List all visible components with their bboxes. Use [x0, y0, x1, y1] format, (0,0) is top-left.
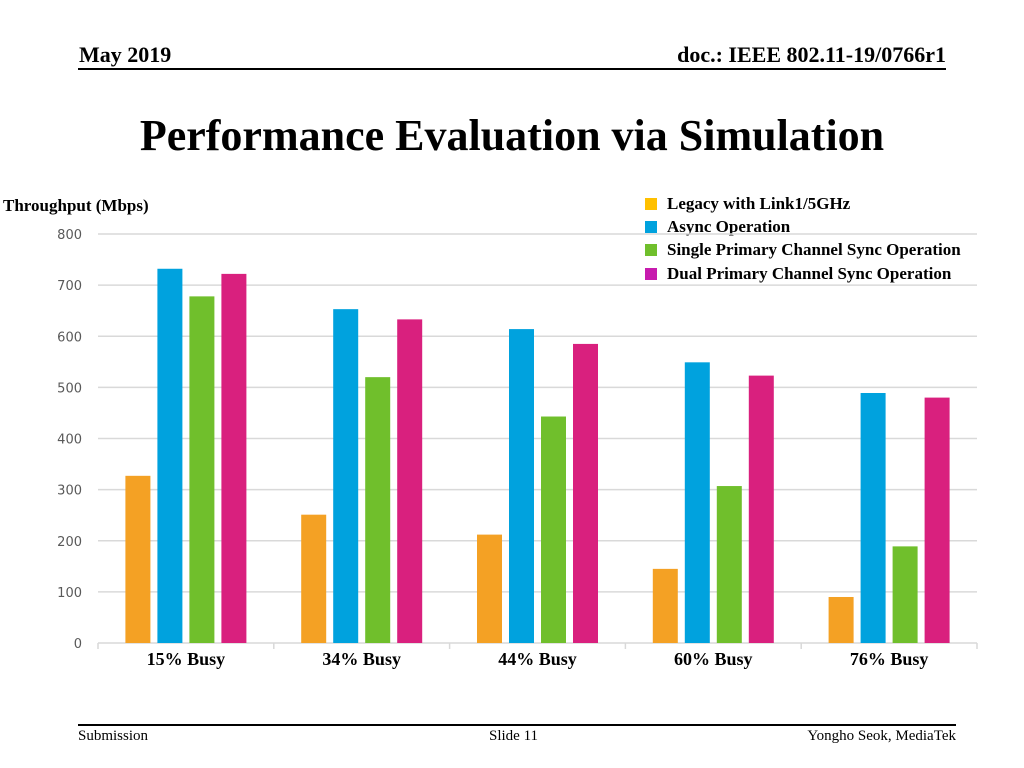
legend-item-async: Async Operation	[645, 215, 961, 238]
header-date: May 2019	[79, 42, 172, 67]
bar-legacy-60pct-busy	[652, 568, 678, 643]
y-tick-label-700: 700	[57, 279, 82, 294]
bar-legacy-76pct-busy	[828, 596, 854, 643]
y-tick-label-500: 500	[57, 381, 82, 396]
legend-swatch-dual	[645, 267, 657, 280]
legend-label-single: Single Primary Channel Sync Operation	[667, 240, 961, 260]
y-tick-label-0: 0	[74, 637, 82, 652]
x-category-label-3: 60% Busy	[674, 649, 753, 669]
legend-swatch-single	[645, 244, 657, 257]
bar-dual-15pct-busy	[221, 273, 247, 643]
bar-single-15pct-busy	[189, 296, 215, 643]
x-category-label-2: 44% Busy	[498, 649, 577, 669]
footer-author: Yongho Seok, MediaTek	[807, 728, 956, 744]
bar-single-34pct-busy	[365, 377, 391, 643]
header-doc-id: doc.: IEEE 802.11-19/0766r1	[677, 42, 946, 67]
legend-swatch-legacy	[645, 197, 657, 210]
chart-legend: Legacy with Link1/5GHz Async Operation S…	[645, 192, 961, 285]
footer-slide-number: Slide 11	[489, 728, 539, 744]
y-tick-label-300: 300	[57, 484, 82, 499]
y-tick-label-200: 200	[57, 535, 82, 550]
bar-legacy-34pct-busy	[301, 514, 327, 643]
bar-legacy-44pct-busy	[477, 534, 502, 643]
y-axis-label: Throughput (Mbps)	[3, 196, 149, 215]
bar-dual-60pct-busy	[748, 375, 774, 643]
legend-label-legacy: Legacy with Link1/5GHz	[667, 193, 851, 213]
bar-dual-44pct-busy	[573, 343, 598, 643]
bar-dual-76pct-busy	[924, 397, 950, 643]
header-divider	[78, 68, 946, 70]
x-category-label-0: 15% Busy	[147, 649, 226, 669]
bar-dual-34pct-busy	[397, 319, 423, 643]
footer-submission: Submission	[78, 728, 149, 744]
bar-legacy-15pct-busy	[125, 475, 151, 643]
legend-label-dual: Dual Primary Channel Sync Operation	[667, 263, 952, 283]
bar-async-34pct-busy	[333, 309, 359, 643]
legend-swatch-async	[645, 220, 657, 233]
y-tick-label-400: 400	[57, 433, 82, 448]
bar-async-60pct-busy	[684, 362, 710, 643]
legend-label-async: Async Operation	[667, 216, 791, 236]
x-category-label-4: 76% Busy	[850, 649, 929, 669]
legend-item-single: Single Primary Channel Sync Operation	[645, 239, 961, 262]
legend-item-dual: Dual Primary Channel Sync Operation	[645, 262, 961, 285]
bar-async-76pct-busy	[860, 392, 886, 643]
bar-async-15pct-busy	[157, 268, 183, 643]
y-tick-label-100: 100	[57, 586, 82, 601]
x-category-label-1: 34% Busy	[322, 649, 401, 669]
bar-async-44pct-busy	[509, 329, 534, 643]
footer-divider	[78, 724, 956, 726]
slide-title: Performance Evaluation via Simulation	[139, 111, 885, 160]
legend-item-legacy: Legacy with Link1/5GHz	[645, 192, 961, 215]
y-tick-label-600: 600	[57, 330, 82, 345]
y-tick-label-800: 800	[57, 228, 82, 243]
bar-single-76pct-busy	[892, 546, 918, 643]
bar-single-60pct-busy	[716, 486, 742, 643]
bar-single-44pct-busy	[541, 416, 566, 643]
